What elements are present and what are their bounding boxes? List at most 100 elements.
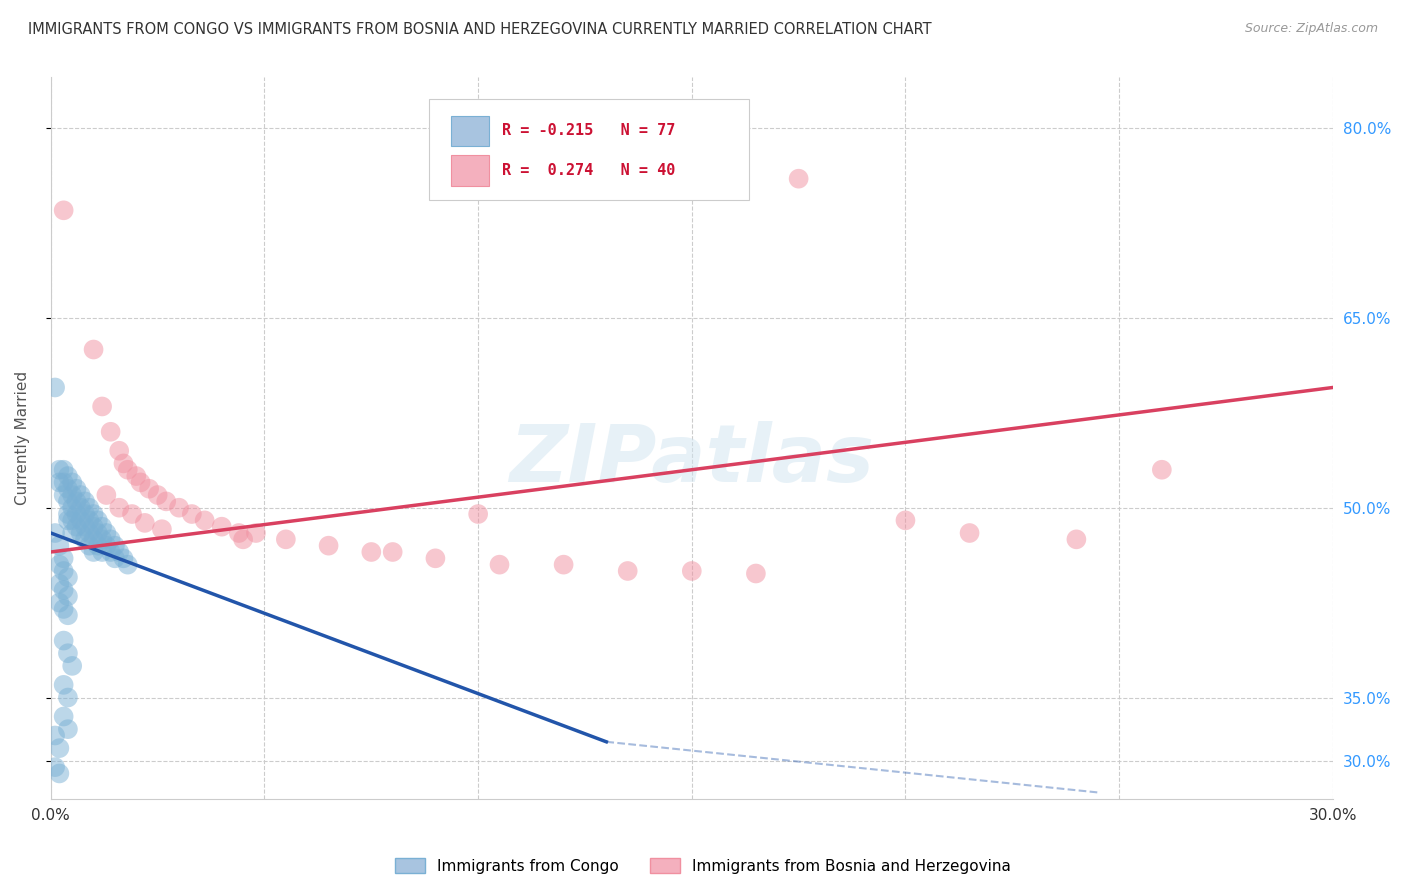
Point	[146, 488, 169, 502]
Point	[616, 564, 638, 578]
Point	[52, 475, 75, 490]
Point	[44, 729, 66, 743]
Point	[83, 519, 105, 533]
Point	[112, 457, 135, 471]
Point	[52, 582, 75, 597]
Point	[553, 558, 575, 572]
Point	[48, 596, 70, 610]
Point	[56, 469, 79, 483]
Point	[83, 545, 105, 559]
Point	[83, 533, 105, 547]
Point	[155, 494, 177, 508]
Point	[1150, 463, 1173, 477]
Point	[121, 507, 143, 521]
Point	[787, 171, 810, 186]
Point	[112, 551, 135, 566]
Point	[60, 659, 83, 673]
Point	[65, 519, 87, 533]
Point	[48, 463, 70, 477]
Point	[79, 526, 101, 541]
Point	[425, 551, 447, 566]
Point	[108, 500, 131, 515]
Point	[69, 513, 91, 527]
Point	[91, 400, 114, 414]
Point	[87, 526, 110, 541]
Point	[79, 539, 101, 553]
Point	[1066, 533, 1088, 547]
Point	[180, 507, 202, 521]
Point	[104, 539, 127, 553]
FancyBboxPatch shape	[451, 116, 489, 146]
Point	[129, 475, 152, 490]
Point	[52, 551, 75, 566]
Point	[56, 513, 79, 527]
Point	[56, 646, 79, 660]
Point	[167, 500, 190, 515]
Point	[48, 576, 70, 591]
Point	[65, 494, 87, 508]
Point	[56, 589, 79, 603]
Point	[959, 526, 981, 541]
Point	[73, 507, 96, 521]
Point	[87, 539, 110, 553]
Point	[381, 545, 404, 559]
Point	[60, 475, 83, 490]
Point	[681, 564, 703, 578]
Point	[44, 380, 66, 394]
Point	[211, 519, 233, 533]
Point	[488, 558, 510, 572]
Point	[52, 602, 75, 616]
Point	[73, 519, 96, 533]
Point	[108, 443, 131, 458]
Point	[150, 522, 173, 536]
Point	[60, 500, 83, 515]
Point	[52, 633, 75, 648]
Point	[48, 558, 70, 572]
Point	[467, 507, 489, 521]
Point	[52, 463, 75, 477]
Point	[83, 343, 105, 357]
Point	[100, 425, 122, 439]
Y-axis label: Currently Married: Currently Married	[15, 371, 30, 505]
Point	[245, 526, 267, 541]
Point	[138, 482, 160, 496]
Point	[104, 551, 127, 566]
Point	[52, 203, 75, 218]
Point	[125, 469, 148, 483]
Point	[232, 533, 254, 547]
Point	[60, 526, 83, 541]
FancyBboxPatch shape	[451, 155, 489, 186]
Point	[318, 539, 340, 553]
Point	[87, 513, 110, 527]
Point	[73, 533, 96, 547]
Point	[96, 488, 118, 502]
Point	[69, 526, 91, 541]
Point	[52, 678, 75, 692]
Point	[52, 709, 75, 723]
Legend: Immigrants from Congo, Immigrants from Bosnia and Herzegovina: Immigrants from Congo, Immigrants from B…	[388, 852, 1018, 880]
Point	[48, 539, 70, 553]
Point	[108, 545, 131, 559]
Point	[48, 741, 70, 756]
Point	[52, 488, 75, 502]
Point	[60, 513, 83, 527]
Point	[65, 507, 87, 521]
Point	[91, 545, 114, 559]
Point	[96, 539, 118, 553]
Text: ZIPatlas: ZIPatlas	[509, 421, 875, 499]
Point	[96, 526, 118, 541]
Point	[69, 500, 91, 515]
Text: R =  0.274   N = 40: R = 0.274 N = 40	[502, 163, 675, 178]
Text: IMMIGRANTS FROM CONGO VS IMMIGRANTS FROM BOSNIA AND HERZEGOVINA CURRENTLY MARRIE: IMMIGRANTS FROM CONGO VS IMMIGRANTS FROM…	[28, 22, 932, 37]
Text: R = -0.215   N = 77: R = -0.215 N = 77	[502, 123, 675, 138]
Point	[65, 482, 87, 496]
Point	[56, 690, 79, 705]
FancyBboxPatch shape	[429, 99, 749, 200]
Point	[745, 566, 768, 581]
Point	[56, 507, 79, 521]
Point	[56, 494, 79, 508]
Point	[228, 526, 250, 541]
Point	[56, 570, 79, 584]
Point	[79, 513, 101, 527]
Point	[134, 516, 156, 530]
